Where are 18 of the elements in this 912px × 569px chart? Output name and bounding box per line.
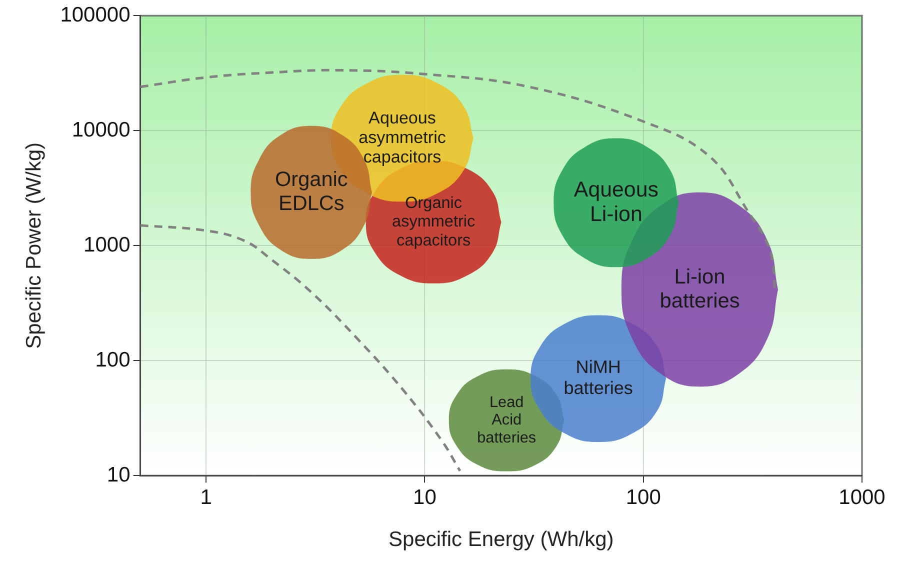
x-tick-label: 10 [413, 486, 436, 509]
y-tick-label: 1000 [84, 233, 130, 256]
series-label: Aqueous Li-ion [574, 177, 658, 226]
x-tick-label: 100 [626, 486, 661, 509]
series-label: Lead Acid batteries [477, 394, 536, 446]
x-tick-label: 1 [200, 486, 212, 509]
series-label: Organic asymmetric capacitors [392, 194, 476, 250]
series-label: Aqueous asymmetric capacitors [358, 108, 446, 167]
y-tick-label: 100000 [60, 3, 130, 26]
x-tick-label: 1000 [838, 486, 886, 509]
y-tick-label: 10 [106, 463, 130, 486]
series-label: Li-ion batteries [660, 265, 740, 312]
y-axis-title: Specific Power (W/kg) [22, 142, 46, 349]
y-tick-label: 100 [95, 348, 130, 372]
y-tick-label: 10000 [72, 118, 130, 142]
series-label: NiMH batteries [564, 357, 633, 398]
x-axis-title: Specific Energy (Wh/kg) [388, 528, 614, 552]
series-label: Organic EDLCs [274, 168, 348, 216]
